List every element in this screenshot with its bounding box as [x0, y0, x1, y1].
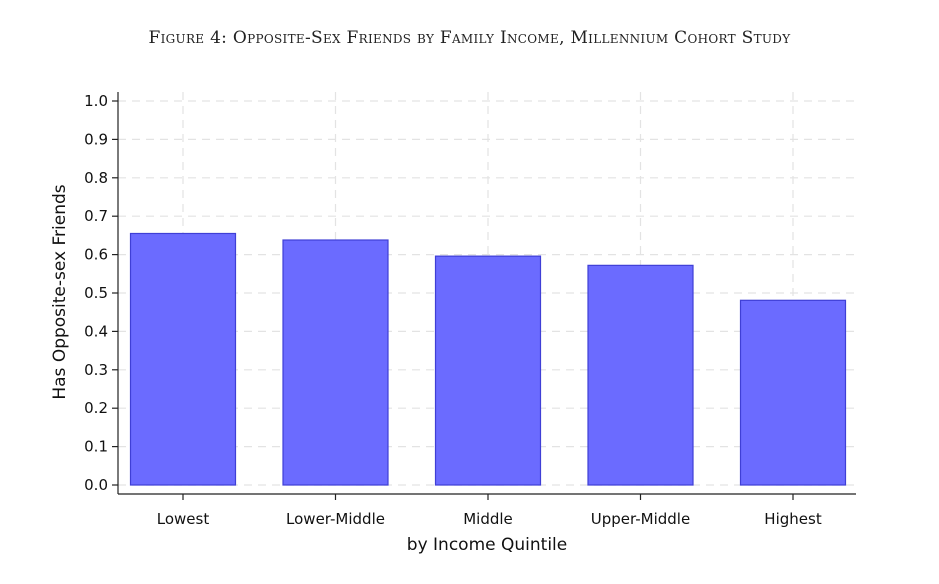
x-tick-label: Highest — [764, 510, 822, 528]
y-tick-label: 0.2 — [84, 399, 108, 417]
x-tick-label: Middle — [463, 510, 513, 528]
y-tick-label: 0.5 — [84, 284, 108, 302]
y-tick-label: 0.3 — [84, 361, 108, 379]
y-tick-label: 1.0 — [84, 92, 108, 110]
y-tick-label: 0.0 — [84, 476, 108, 494]
bar-lowest — [129, 232, 237, 486]
bar-lower-middle — [282, 239, 389, 486]
bar-highest — [739, 299, 847, 486]
y-tick-label: 0.1 — [84, 438, 108, 456]
x-ticks: Lowest Lower-Middle Middle Upper-Middle High… — [157, 494, 822, 528]
y-tick-label: 0.4 — [84, 322, 108, 340]
y-axis-label: Has Opposite-sex Friends — [50, 184, 70, 399]
y-tick-label: 0.8 — [84, 169, 108, 187]
x-tick-label: Lower-Middle — [286, 510, 385, 528]
bar-middle — [434, 255, 542, 486]
y-ticks: 0.0 0.1 0.2 0.3 0.4 0.5 0.6 0.7 0.8 0.9 1.0 — [84, 92, 118, 494]
figure-title: Figure 4: Opposite-Sex Friends by Family… — [148, 28, 791, 48]
x-tick-label: Lowest — [157, 510, 210, 528]
y-tick-label: 0.9 — [84, 130, 108, 148]
bars — [129, 232, 847, 486]
bar-upper-middle — [587, 264, 694, 486]
x-axis-label: by Income Quintile — [407, 535, 567, 555]
x-tick-label: Upper-Middle — [591, 510, 690, 528]
y-tick-label: 0.7 — [84, 207, 108, 225]
y-tick-label: 0.6 — [84, 246, 108, 264]
